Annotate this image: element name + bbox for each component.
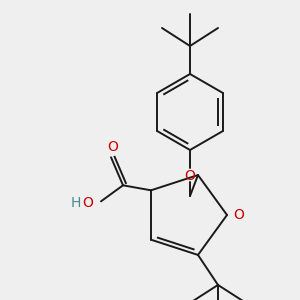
Text: H: H: [70, 196, 81, 210]
Text: O: O: [108, 140, 118, 154]
Text: O: O: [184, 169, 195, 183]
Text: O: O: [82, 196, 93, 210]
Text: O: O: [234, 208, 244, 222]
